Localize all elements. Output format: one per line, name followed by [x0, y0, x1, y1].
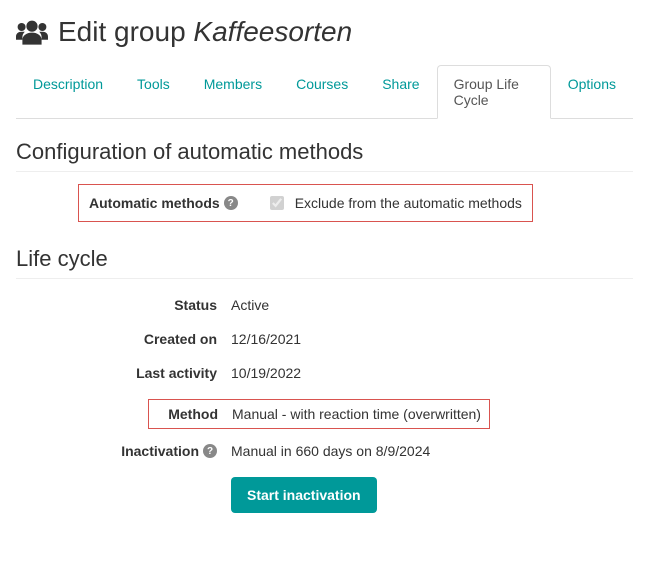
- users-icon: [16, 19, 48, 45]
- tabs: Description Tools Members Courses Share …: [16, 64, 633, 119]
- help-icon[interactable]: ?: [203, 444, 217, 458]
- label-created-on: Created on: [16, 331, 231, 347]
- tab-courses[interactable]: Courses: [279, 65, 365, 119]
- section-auto-methods: Configuration of automatic methods Autom…: [16, 139, 633, 222]
- page-title: Edit group Kaffeesorten: [16, 16, 633, 48]
- value-status: Active: [231, 297, 269, 313]
- row-status: Status Active: [16, 297, 633, 313]
- tab-share[interactable]: Share: [365, 65, 436, 119]
- title-prefix: Edit group: [58, 16, 186, 47]
- section-life-cycle: Life cycle Status Active Created on 12/1…: [16, 246, 633, 513]
- tab-options[interactable]: Options: [551, 65, 633, 119]
- value-inactivation: Manual in 660 days on 8/9/2024: [231, 443, 430, 459]
- value-created-on: 12/16/2021: [231, 331, 301, 347]
- automatic-methods-highlight: Automatic methods ? Exclude from the aut…: [78, 184, 533, 222]
- value-last-activity: 10/19/2022: [231, 365, 301, 381]
- help-icon[interactable]: ?: [224, 196, 238, 210]
- row-inactivation: Inactivation ? Manual in 660 days on 8/9…: [16, 443, 633, 459]
- value-method: Manual - with reaction time (overwritten…: [232, 406, 481, 422]
- exclude-automatic-checkbox[interactable]: [270, 196, 284, 210]
- tab-description[interactable]: Description: [16, 65, 120, 119]
- section-title-life-cycle: Life cycle: [16, 246, 633, 279]
- method-highlight: Method Manual - with reaction time (over…: [148, 399, 490, 429]
- row-created-on: Created on 12/16/2021: [16, 331, 633, 347]
- group-name: Kaffeesorten: [193, 16, 352, 47]
- label-inactivation: Inactivation ?: [16, 443, 231, 459]
- row-last-activity: Last activity 10/19/2022: [16, 365, 633, 381]
- tab-tools[interactable]: Tools: [120, 65, 187, 119]
- label-status: Status: [16, 297, 231, 313]
- tab-group-life-cycle[interactable]: Group Life Cycle: [437, 65, 551, 119]
- tab-members[interactable]: Members: [187, 65, 279, 119]
- label-last-activity: Last activity: [16, 365, 231, 381]
- start-inactivation-button[interactable]: Start inactivation: [231, 477, 377, 513]
- row-button: Start inactivation: [16, 477, 633, 513]
- exclude-automatic-label: Exclude from the automatic methods: [295, 195, 522, 211]
- section-title-auto-methods: Configuration of automatic methods: [16, 139, 633, 172]
- automatic-methods-label: Automatic methods ?: [89, 195, 252, 211]
- label-method: Method: [157, 406, 232, 422]
